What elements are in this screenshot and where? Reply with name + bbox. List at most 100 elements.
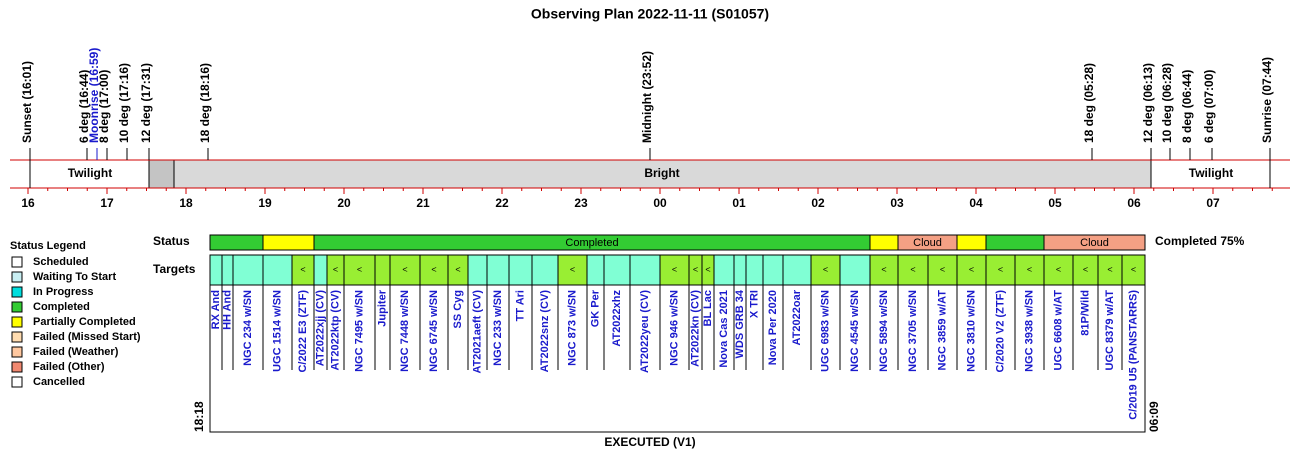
hour-label: 05 bbox=[1048, 196, 1062, 210]
target-cell bbox=[262, 254, 293, 286]
band-label: Twilight bbox=[68, 166, 112, 180]
event-label: Sunset (16:01) bbox=[20, 61, 34, 143]
target-name: C/2020 V2 (ZTF) bbox=[994, 290, 1006, 373]
hour-label: 20 bbox=[337, 196, 351, 210]
event-label: 8 deg (17:00) bbox=[97, 70, 111, 143]
target-name: AT2022snz (CV) bbox=[539, 290, 551, 373]
target-cell bbox=[209, 254, 223, 286]
hour-label: 03 bbox=[890, 196, 904, 210]
hour-label: 06 bbox=[1127, 196, 1141, 210]
target-cell bbox=[985, 254, 1016, 286]
target-name: NGC 6745 w/SN bbox=[428, 290, 440, 372]
legend-swatch bbox=[11, 346, 23, 358]
hour-label: 02 bbox=[811, 196, 825, 210]
target-name: AT2022yeu (CV) bbox=[639, 290, 651, 373]
target-marker: < bbox=[431, 264, 436, 274]
target-marker: < bbox=[672, 264, 677, 274]
legend-swatch bbox=[11, 316, 23, 328]
target-cell bbox=[713, 254, 735, 286]
target-name: AT2022xjj (CV) bbox=[314, 290, 326, 367]
legend-swatch bbox=[11, 376, 23, 388]
target-cell bbox=[810, 254, 841, 286]
target-name: NGC 873 w/SN bbox=[566, 290, 578, 366]
target-cell bbox=[839, 254, 871, 286]
target-cell bbox=[389, 254, 421, 286]
hour-label: 07 bbox=[1206, 196, 1220, 210]
target-cell bbox=[343, 254, 376, 286]
target-name: UGC 1514 w/SN bbox=[271, 290, 283, 372]
target-cell bbox=[733, 254, 747, 286]
target-marker: < bbox=[940, 264, 945, 274]
status-segment-label: Cloud bbox=[1080, 237, 1109, 249]
target-name: C/2019 U5 (PANSTARRS) bbox=[1127, 290, 1139, 420]
target-name: NGC 3938 w/SN bbox=[1023, 290, 1035, 372]
target-name: NGC 7448 w/SN bbox=[399, 290, 411, 372]
status-segment bbox=[1043, 234, 1146, 251]
target-cell bbox=[782, 254, 812, 286]
target-cell bbox=[1043, 254, 1074, 286]
hour-label: 01 bbox=[732, 196, 746, 210]
hour-label: 00 bbox=[653, 196, 667, 210]
event-label: 10 deg (17:16) bbox=[117, 63, 131, 143]
event-label: 10 deg (06:28) bbox=[1160, 63, 1174, 143]
band-twilight bbox=[1151, 160, 1270, 188]
targets-frame bbox=[209, 284, 1146, 433]
target-cell bbox=[467, 254, 488, 286]
hour-label: 22 bbox=[495, 196, 509, 210]
target-cell bbox=[745, 254, 764, 286]
event-label: Sunrise (07:44) bbox=[1260, 57, 1274, 143]
target-cell bbox=[869, 254, 899, 286]
target-name: NGC 946 w/SN bbox=[668, 290, 680, 366]
target-name: UGC 6608 w/AT bbox=[1052, 290, 1064, 371]
target-cell bbox=[1072, 254, 1099, 286]
start-time: 18:18 bbox=[192, 401, 206, 432]
target-cell bbox=[603, 254, 631, 286]
legend-swatch bbox=[11, 331, 23, 343]
target-name: BL Lac bbox=[702, 290, 714, 326]
legend-swatch bbox=[11, 256, 23, 268]
event-label: Midnight (23:52) bbox=[640, 51, 654, 143]
title: Observing Plan 2022-11-11 (S01057) bbox=[531, 6, 769, 22]
target-cell bbox=[629, 254, 661, 286]
target-name: 81P/Wild bbox=[1079, 290, 1091, 336]
target-cell bbox=[419, 254, 449, 286]
legend-label: Failed (Missed Start) bbox=[33, 331, 141, 343]
hour-label: 19 bbox=[258, 196, 272, 210]
target-cell bbox=[221, 254, 234, 286]
target-cell bbox=[557, 254, 588, 286]
hour-label: 21 bbox=[416, 196, 430, 210]
band-label: Twilight bbox=[1189, 166, 1233, 180]
event-label: 8 deg (06:44) bbox=[1180, 70, 1194, 143]
hour-label: 18 bbox=[179, 196, 193, 210]
status-label: Status bbox=[153, 234, 190, 248]
hour-label: 16 bbox=[21, 196, 35, 210]
target-marker: < bbox=[455, 264, 460, 274]
footer: EXECUTED (V1) bbox=[604, 435, 695, 449]
legend-title: Status Legend bbox=[10, 240, 86, 252]
band-label: Bright bbox=[644, 166, 679, 180]
target-name: TT Ari bbox=[514, 290, 526, 321]
event-label: Moonrise (16:59) bbox=[87, 48, 101, 143]
event-label: 18 deg (18:16) bbox=[198, 63, 212, 143]
target-name: UGC 6983 w/SN bbox=[819, 290, 831, 372]
status-segment bbox=[956, 234, 987, 251]
target-marker: < bbox=[570, 264, 575, 274]
target-name: NGC 4545 w/SN bbox=[849, 290, 861, 372]
target-marker: < bbox=[1131, 264, 1136, 274]
target-name: AT2021aeft (CV) bbox=[471, 290, 483, 374]
target-cell bbox=[956, 254, 987, 286]
target-name: NGC 3859 w/AT bbox=[936, 290, 948, 371]
legend-label: Failed (Other) bbox=[33, 361, 105, 373]
legend-swatch bbox=[11, 286, 23, 298]
target-cell bbox=[1121, 254, 1146, 286]
status-segment bbox=[209, 234, 264, 251]
target-marker: < bbox=[910, 264, 915, 274]
legend-swatch bbox=[11, 271, 23, 283]
target-name: UGC 8379 w/AT bbox=[1104, 290, 1116, 371]
target-cell bbox=[374, 254, 391, 286]
target-name: AT2022xhz bbox=[611, 290, 623, 347]
status-segment bbox=[262, 234, 315, 251]
target-cell bbox=[486, 254, 510, 286]
status-segment bbox=[869, 234, 899, 251]
